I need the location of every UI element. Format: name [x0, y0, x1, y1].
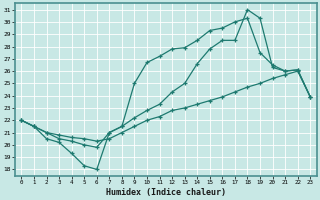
X-axis label: Humidex (Indice chaleur): Humidex (Indice chaleur) — [106, 188, 226, 197]
